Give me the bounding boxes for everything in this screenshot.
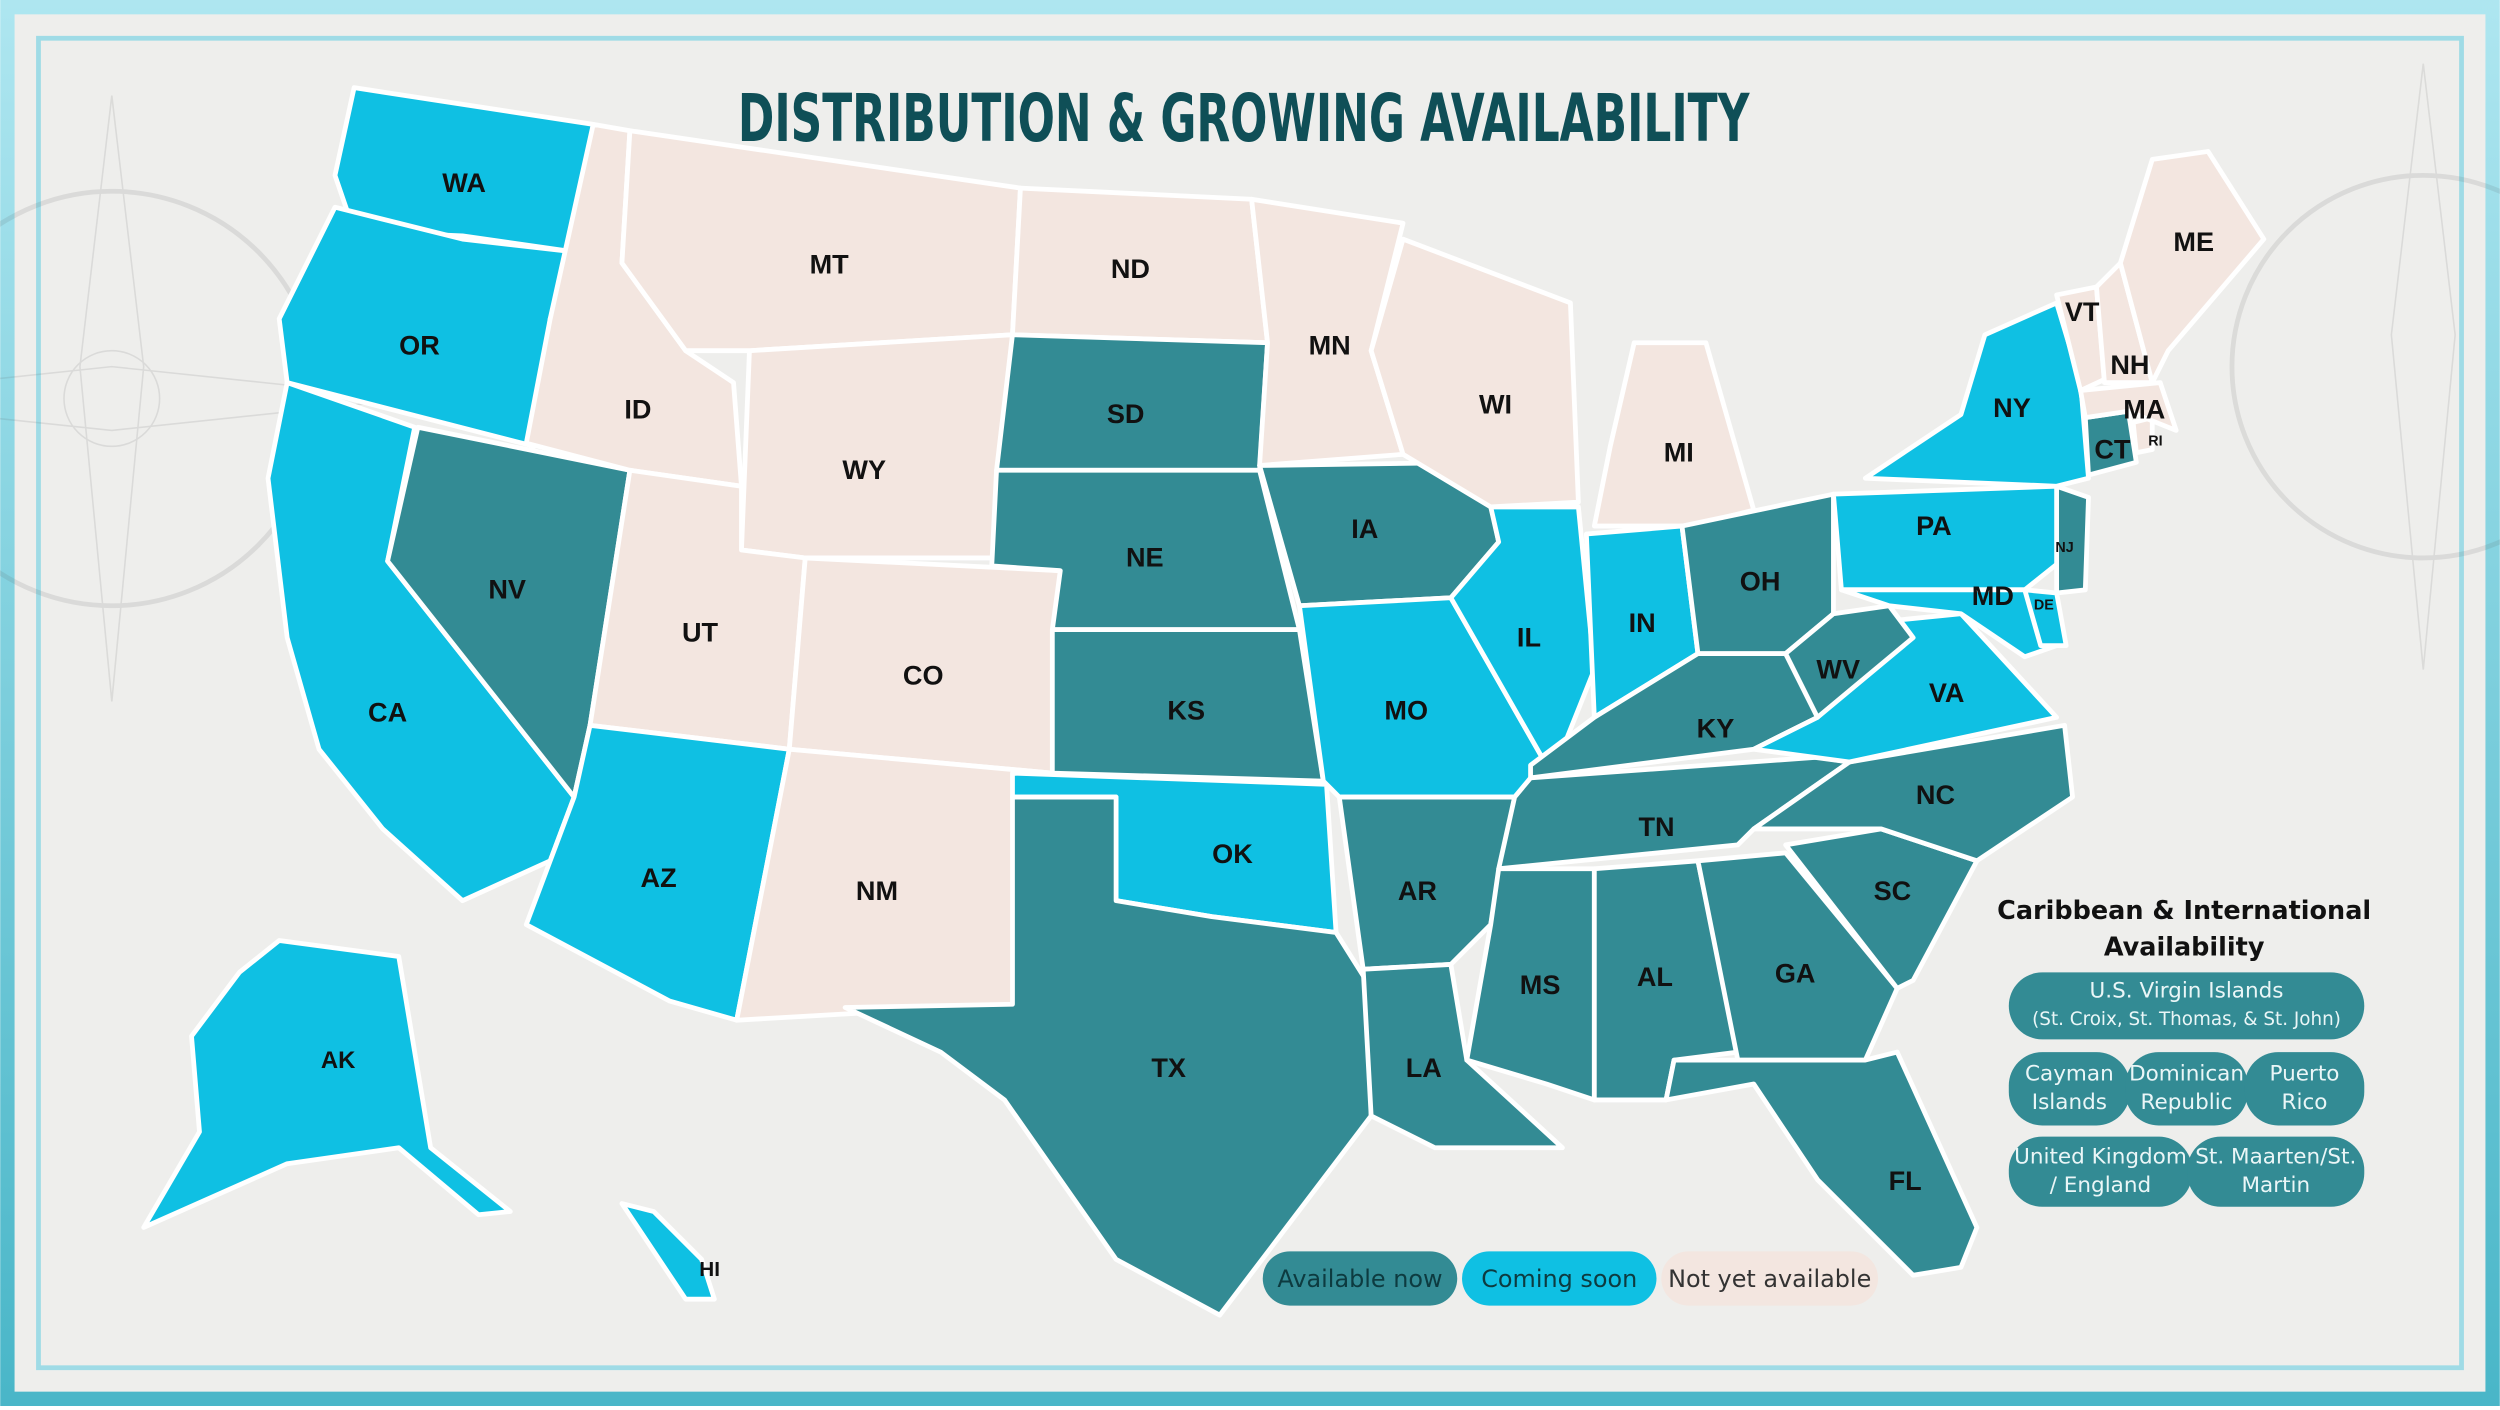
state-label: VA xyxy=(1929,677,1965,708)
international-place: Puerto xyxy=(2270,1061,2340,1086)
legend-label: Not yet available xyxy=(1668,1265,1871,1293)
state-label: MN xyxy=(1309,330,1351,361)
legend-swatch xyxy=(1262,1251,1458,1306)
international-title: Availability xyxy=(2104,932,2265,962)
international-pill xyxy=(2187,1136,2365,1207)
state-label: AK xyxy=(321,1047,356,1074)
state-label: OH xyxy=(1740,566,1781,597)
state-label: KY xyxy=(1697,712,1735,743)
legend-swatch xyxy=(1462,1251,1657,1306)
international-place: / England xyxy=(2050,1173,2151,1198)
state-shape xyxy=(1783,826,1980,991)
state-shape xyxy=(1783,603,1916,720)
state-shape xyxy=(619,1201,717,1302)
legend-label: Coming soon xyxy=(1481,1265,1637,1293)
international-pill xyxy=(2008,1136,2193,1207)
international-place: Republic xyxy=(2141,1090,2233,1115)
state-label: AL xyxy=(1637,961,1673,992)
state-label: NE xyxy=(1126,542,1164,573)
state-label: MT xyxy=(810,248,850,279)
state-shape xyxy=(2117,149,2267,385)
state-label: MA xyxy=(2123,393,2165,424)
international-place: U.S. Virgin Islands xyxy=(2090,979,2284,1004)
state-shape xyxy=(141,938,513,1230)
state-label: TX xyxy=(1151,1052,1186,1083)
state-label: RI xyxy=(2148,433,2162,449)
state-label: CO xyxy=(903,660,944,691)
state-label: TN xyxy=(1638,811,1674,842)
international-place: Dominican xyxy=(2129,1061,2244,1086)
state-label: WI xyxy=(1479,389,1512,420)
state-label: NV xyxy=(488,574,526,605)
state-label: ME xyxy=(2173,226,2214,257)
state-label: AZ xyxy=(641,862,677,893)
state-label: IN xyxy=(1629,607,1656,638)
state-label: SD xyxy=(1107,398,1145,429)
international-title: Caribbean & International xyxy=(1997,896,2371,926)
state-label: CT xyxy=(2094,433,2131,464)
international-pill xyxy=(2008,972,2365,1040)
state-label: ID xyxy=(624,393,651,424)
international-place: Cayman xyxy=(2025,1061,2114,1086)
state-label: AR xyxy=(1398,875,1437,906)
state-label: UT xyxy=(682,617,719,648)
legend-swatch xyxy=(1661,1251,1879,1306)
international-place: (St. Croix, St. Thomas, & St. John) xyxy=(2032,1009,2341,1030)
state-label: GA xyxy=(1775,958,1816,989)
international-place: St. Maarten/St. xyxy=(2195,1144,2356,1169)
international-pill xyxy=(2244,1052,2365,1126)
state-label: DE xyxy=(2034,598,2054,614)
state-label: MD xyxy=(1972,580,2014,611)
state-shape xyxy=(1695,850,1900,1063)
legend: Available now Coming soon Not yet availabl… xyxy=(1262,1251,1879,1306)
inner-border xyxy=(36,35,2464,1371)
state-label: OK xyxy=(1212,838,1253,869)
state-shape xyxy=(2054,483,2091,596)
state-label: WA xyxy=(442,167,486,198)
state-label: SC xyxy=(1874,875,1912,906)
state-shape xyxy=(1831,483,2067,593)
international-panel: Caribbean & International Availability U.S… xyxy=(1997,896,2371,1207)
state-label: ND xyxy=(1111,253,1150,284)
states xyxy=(141,85,2267,1318)
state-shape xyxy=(1663,1049,1980,1278)
state-label: LA xyxy=(1406,1052,1442,1083)
state-label: OR xyxy=(399,330,440,361)
state-shape xyxy=(2022,587,2069,649)
international-place: Rico xyxy=(2282,1090,2328,1115)
state-shape xyxy=(1360,962,1565,1151)
state-shape xyxy=(739,332,1015,561)
state-label: WY xyxy=(842,454,886,485)
state-label: NM xyxy=(856,875,898,906)
state-label: NJ xyxy=(2055,540,2073,556)
state-label: MI xyxy=(1664,436,1694,467)
state-labels: WA OR CA NV ID MT WY UT CO AZ NM ND SD NE KS OK TX MN IA MO… xyxy=(321,167,2214,1281)
state-label: WV xyxy=(1816,653,1860,684)
state-label: IL xyxy=(1517,621,1541,652)
state-label: KS xyxy=(1167,695,1205,726)
international-pill xyxy=(2125,1052,2248,1126)
state-label: NC xyxy=(1916,779,1955,810)
international-place: United Kingdom xyxy=(2014,1144,2187,1169)
state-shape xyxy=(842,794,1374,1318)
international-pill xyxy=(2008,1052,2130,1126)
state-label: FL xyxy=(1889,1165,1922,1196)
state-label: CA xyxy=(368,696,407,727)
state-label: NH xyxy=(2110,349,2149,380)
state-label: IA xyxy=(1351,513,1378,544)
state-label: MS xyxy=(1520,969,1561,1000)
state-label: NY xyxy=(1993,392,2031,423)
state-label: HI xyxy=(699,1258,720,1281)
state-label: PA xyxy=(1916,510,1952,541)
international-place: Islands xyxy=(2032,1090,2107,1115)
title: DISTRIBUTION & GROWING AVAILABILITY xyxy=(738,80,1750,157)
state-label: VT xyxy=(2065,296,2100,327)
state-label: MO xyxy=(1384,695,1428,726)
legend-label: Available now xyxy=(1277,1265,1442,1293)
international-place: Martin xyxy=(2241,1173,2310,1198)
state-shape xyxy=(1336,794,1518,972)
